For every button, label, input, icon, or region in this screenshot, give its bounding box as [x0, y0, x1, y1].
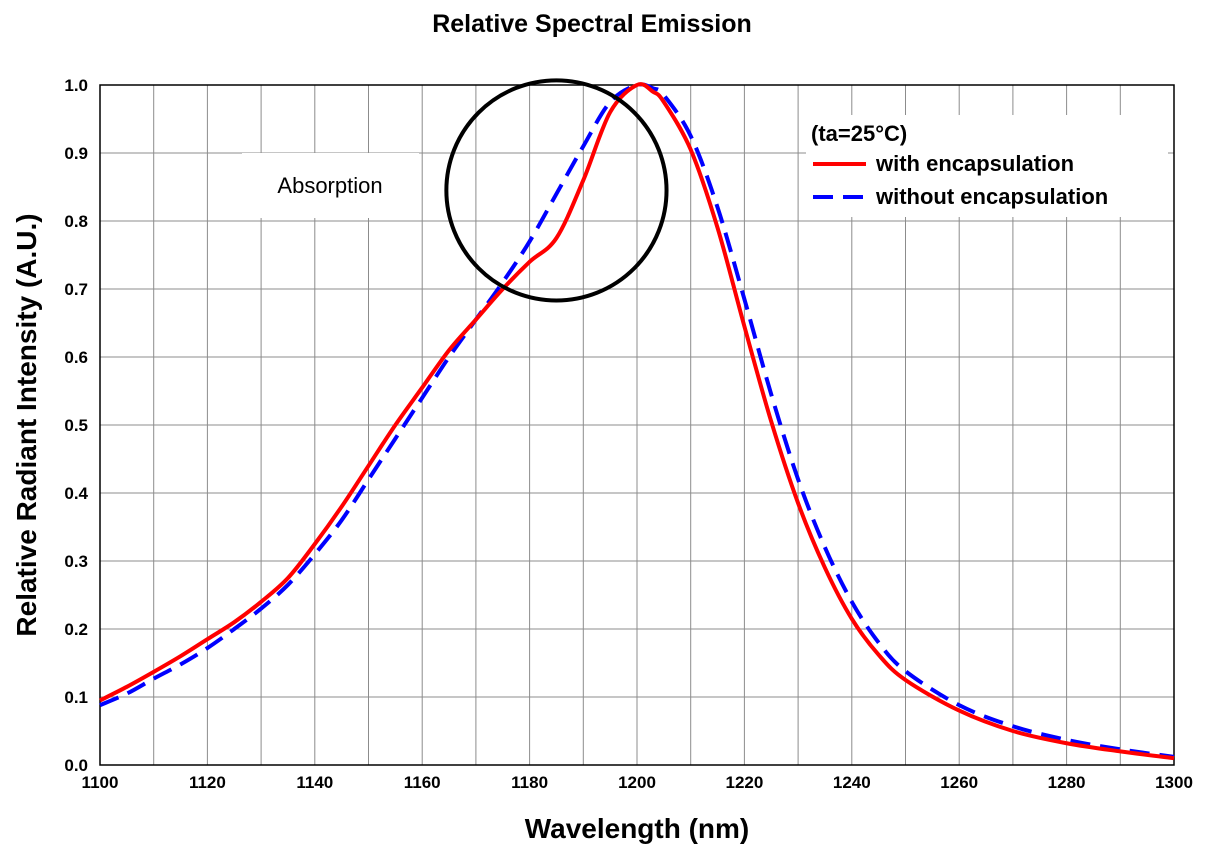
chart-title: Relative Spectral Emission	[432, 10, 752, 38]
x-tick-label: 1220	[725, 773, 763, 792]
series-layer	[99, 82, 1175, 761]
y-tick-label: 0.0	[64, 756, 88, 775]
x-tick-label: 1260	[940, 773, 978, 792]
x-tick-label: 1100	[82, 773, 119, 792]
series-line-with-encapsulation	[99, 82, 1175, 761]
absorption-box	[242, 153, 419, 218]
y-tick-labels: 0.0 0.1 0.2 0.3 0.4 0.5 0.6 0.7 0.8 0.9 1.0	[64, 76, 88, 775]
y-tick-label: 0.4	[64, 484, 88, 503]
y-tick-label: 0.5	[64, 416, 88, 435]
x-tick-label: 1120	[189, 773, 226, 792]
y-tick-label: 0.2	[64, 620, 88, 639]
x-tick-label: 1160	[404, 773, 441, 792]
legend-label-without-encapsulation: without encapsulation	[875, 184, 1108, 209]
absorption-label: Absorption	[277, 173, 382, 198]
y-axis-label: Relative Radiant Intensity (A.U.)	[11, 213, 42, 636]
y-tick-label: 0.9	[64, 144, 88, 163]
x-tick-label: 1140	[296, 773, 333, 792]
x-tick-label: 1200	[618, 773, 656, 792]
x-tick-label: 1240	[833, 773, 871, 792]
x-tick-labels: 1100 1120 1140 1160 1180 1200 1220 1240 1260 1280…	[82, 773, 1193, 792]
x-tick-label: 1280	[1048, 773, 1086, 792]
x-axis-label: Wavelength (nm)	[525, 813, 750, 844]
legend-label-with-encapsulation: with encapsulation	[875, 151, 1074, 176]
legend: (ta=25°C) with encapsulation without enc…	[806, 115, 1168, 217]
y-tick-label: 1.0	[64, 76, 88, 95]
y-tick-label: 0.8	[64, 212, 88, 231]
x-tick-label: 1300	[1155, 773, 1193, 792]
series-line-without-encapsulation	[99, 82, 1175, 759]
legend-condition: (ta=25°C)	[811, 121, 907, 146]
y-tick-label: 0.3	[64, 552, 88, 571]
x-tick-label: 1180	[511, 773, 548, 792]
y-tick-label: 0.1	[64, 688, 88, 707]
y-tick-label: 0.7	[64, 280, 88, 299]
absorption-circle	[444, 78, 669, 303]
legend-background	[806, 115, 1168, 217]
y-tick-label: 0.6	[64, 348, 88, 367]
